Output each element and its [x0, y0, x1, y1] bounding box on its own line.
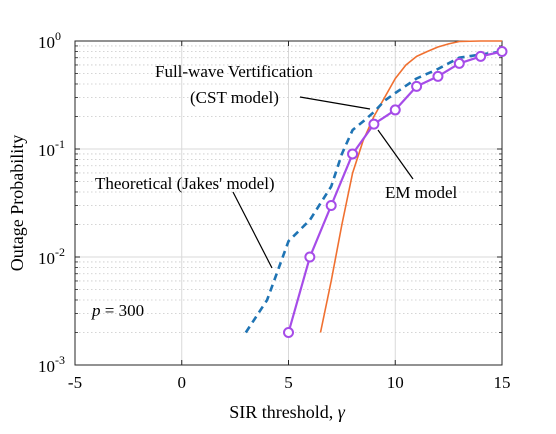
x-tick-label: 15 — [494, 373, 511, 392]
p-parameter-annotation: p = 300 — [91, 301, 144, 320]
y-axis-title: Outage Probability — [7, 135, 27, 271]
y-tick-label-base: 10 — [38, 357, 55, 376]
y-tick-label-exponent: -1 — [55, 137, 65, 151]
y-tick-label-base: 10 — [38, 249, 55, 268]
x-tick-label: -5 — [68, 373, 82, 392]
series-line-2 — [244, 50, 503, 334]
series-marker — [496, 45, 508, 57]
series-marker — [368, 118, 380, 130]
y-tick-label-exponent: -3 — [55, 353, 65, 367]
series-marker — [283, 326, 294, 338]
theoretical-leader-line — [232, 191, 273, 269]
y-tick-label: 10-1 — [38, 137, 65, 160]
full-wave-annotation-line2: (CST model) — [190, 88, 279, 107]
series-marker — [475, 50, 487, 62]
y-tick-label: 100 — [38, 29, 61, 52]
series-marker — [411, 80, 423, 92]
x-tick-label: 5 — [284, 373, 293, 392]
series-line-1 — [319, 40, 502, 333]
series-marker — [347, 148, 359, 160]
series-marker — [432, 70, 444, 82]
y-tick-label-base: 10 — [38, 141, 55, 160]
x-tick-label: 10 — [387, 373, 404, 392]
series-marker — [389, 104, 401, 116]
full-wave-leader-line — [299, 96, 371, 110]
y-tick-label: 10-2 — [38, 245, 65, 268]
series-marker — [304, 251, 316, 263]
series-layer — [244, 40, 508, 338]
grid — [74, 40, 503, 366]
y-tick-label: 10-3 — [38, 353, 65, 376]
y-tick-label-exponent: 0 — [55, 29, 61, 43]
p-value: = 300 — [101, 301, 145, 320]
series-marker — [325, 199, 337, 211]
x-axis-title-text: SIR threshold, — [229, 402, 338, 422]
theoretical-annotation: Theoretical (Jakes' model) — [95, 174, 275, 193]
x-axis-title-symbol: γ — [338, 402, 346, 422]
x-axis-title: SIR threshold, γ — [229, 402, 346, 422]
p-variable: p — [91, 301, 101, 320]
y-tick-label-exponent: -2 — [55, 245, 65, 259]
axis-ticks — [74, 40, 503, 366]
y-tick-label-base: 10 — [38, 33, 55, 52]
em-model-annotation: EM model — [385, 183, 458, 202]
x-tick-label: 0 — [178, 373, 187, 392]
em-model-leader-line — [377, 129, 414, 180]
full-wave-annotation-line1: Full-wave Vertification — [155, 62, 313, 81]
series-marker — [453, 57, 465, 69]
